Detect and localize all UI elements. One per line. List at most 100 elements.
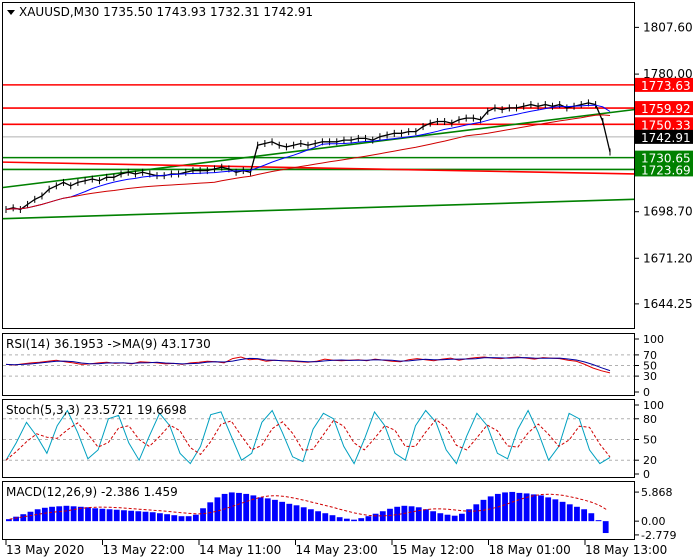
- indicator-tick-label: 50: [643, 360, 657, 373]
- macd-bar: [308, 509, 314, 522]
- macd-signal-line: [9, 493, 607, 520]
- level-label-box: [635, 101, 693, 116]
- current-price-box: [635, 129, 693, 144]
- rsi-ma-line: [5, 357, 611, 372]
- macd-header: MACD(12,26,9) -2.386 1.459: [6, 485, 178, 499]
- indicator-tick-label: 70: [643, 349, 657, 362]
- price-tick-label: 1671.20: [643, 251, 693, 265]
- macd-bar: [595, 520, 602, 522]
- trendline-1[interactable]: [2, 198, 635, 220]
- indicator-tick-label: 100: [643, 333, 664, 346]
- moving-average-0: [5, 104, 611, 210]
- trendline-0[interactable]: [2, 108, 635, 189]
- time-tick-label: 14 May 23:00: [296, 543, 378, 557]
- macd-bar: [85, 507, 91, 522]
- level-label: 1723.69: [641, 163, 691, 177]
- macd-bar: [300, 507, 307, 522]
- level-label-box: [635, 117, 693, 132]
- macd-bar: [236, 492, 242, 522]
- macd-bar: [257, 497, 264, 522]
- macd-bar: [459, 513, 465, 522]
- macd-bar: [70, 506, 77, 522]
- indicator-tick-label: 80: [643, 413, 657, 426]
- macd-bar: [516, 492, 523, 522]
- macd-tick-label: 5.868: [641, 486, 673, 499]
- macd-bar: [34, 509, 41, 522]
- macd-bar: [574, 506, 580, 522]
- macd-bar: [451, 515, 458, 522]
- macd-bar: [343, 518, 350, 522]
- time-tick-label: 14 May 11:00: [199, 543, 281, 557]
- macd-bar: [523, 493, 530, 522]
- macd-bar: [365, 516, 372, 522]
- macd-bar: [41, 507, 48, 522]
- macd-bar: [149, 512, 156, 522]
- macd-bar: [192, 514, 199, 522]
- macd-bar: [444, 514, 451, 522]
- macd-bar: [243, 493, 250, 522]
- level-label: 1773.63: [641, 79, 691, 93]
- macd-bar: [113, 509, 120, 522]
- macd-bar: [142, 511, 149, 522]
- indicator-tick-label: 50: [643, 434, 657, 447]
- level-label: 1759.92: [641, 102, 691, 116]
- macd-bar: [293, 505, 300, 522]
- rsi-header: RSI(14) 36.1953 ->MA(9) 43.1730: [6, 337, 211, 351]
- stoch-d-line: [5, 418, 611, 461]
- symbol-dropdown-icon[interactable]: [7, 10, 15, 15]
- macd-bar: [602, 521, 609, 534]
- macd-bar: [106, 509, 113, 522]
- macd-bar: [49, 506, 55, 522]
- time-tick-label: 18 May 01:00: [489, 543, 571, 557]
- time-tick-label: 13 May 22:00: [103, 543, 185, 557]
- indicator-tick-label: 0: [643, 468, 650, 481]
- macd-bar: [588, 513, 595, 522]
- rsi-panel[interactable]: [2, 333, 635, 396]
- current-price-label: 1742.91: [641, 131, 691, 145]
- macd-bar: [27, 511, 34, 522]
- level-label: 1730.65: [641, 152, 691, 166]
- macd-bar: [250, 495, 257, 522]
- trendline-2[interactable]: [2, 161, 635, 175]
- macd-bar: [509, 491, 516, 522]
- macd-bar: [372, 513, 379, 522]
- macd-bar: [502, 492, 508, 522]
- macd-bar: [207, 502, 214, 522]
- macd-bar: [329, 515, 336, 522]
- macd-bar: [214, 497, 221, 522]
- macd-bar: [128, 510, 135, 522]
- macd-bar: [394, 506, 401, 522]
- macd-bar: [538, 495, 544, 522]
- price-tick-label: 1780.00: [643, 67, 693, 81]
- stoch-header: Stoch(5,3,3) 23.5721 19.6698: [6, 403, 187, 417]
- macd-bar: [423, 509, 429, 522]
- macd-bar: [545, 497, 552, 522]
- macd-bar: [581, 509, 588, 522]
- level-label-box: [635, 150, 693, 165]
- macd-bar: [466, 509, 472, 522]
- macd-bar: [473, 504, 480, 522]
- macd-bar: [63, 505, 70, 522]
- macd-bar: [351, 519, 357, 522]
- macd-bar: [494, 493, 501, 522]
- macd-bar: [437, 513, 444, 522]
- macd-bar: [20, 514, 27, 522]
- macd-bar: [200, 508, 206, 522]
- price-panel[interactable]: [2, 2, 635, 329]
- macd-bar: [336, 517, 343, 522]
- macd-bar: [264, 498, 271, 522]
- macd-bar: [221, 493, 228, 522]
- time-tick-label: 18 May 13:00: [585, 543, 667, 557]
- macd-tick-label: 0.00: [641, 515, 666, 528]
- macd-bar: [430, 511, 437, 522]
- indicator-tick-label: 0: [643, 386, 650, 399]
- macd-bar: [6, 519, 12, 522]
- moving-average-1: [5, 114, 611, 210]
- macd-bar: [358, 518, 365, 522]
- macd-bar: [408, 506, 415, 522]
- macd-bar: [566, 504, 573, 522]
- macd-bar: [99, 508, 106, 522]
- macd-bar: [279, 501, 286, 522]
- time-tick-label: 13 May 2020: [6, 543, 84, 557]
